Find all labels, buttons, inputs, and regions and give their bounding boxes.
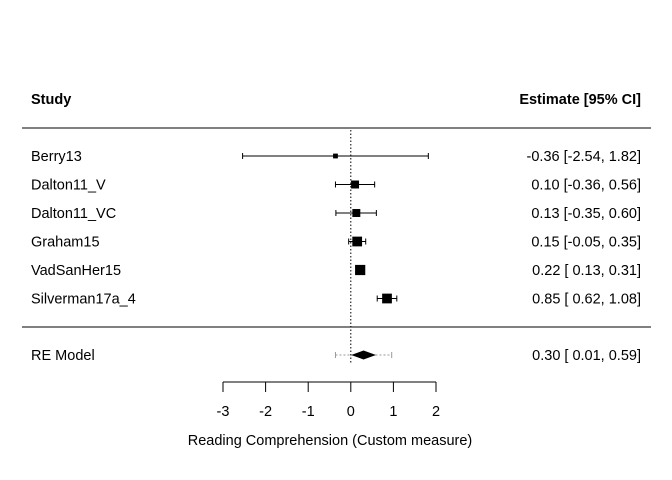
study-label: Silverman17a_4 — [31, 292, 136, 308]
x-tick-label: 2 — [432, 404, 440, 420]
estimate-text: 0.15 [-0.05, 0.35] — [531, 235, 641, 251]
point-estimate — [355, 264, 366, 276]
x-tick-label: -3 — [217, 404, 230, 420]
study-label: Dalton11_V — [31, 178, 106, 194]
study-row: Dalton11_V 0.10 [-0.36, 0.56] — [31, 178, 641, 194]
point-estimate — [382, 293, 392, 304]
estimate-text: 0.22 [ 0.13, 0.31] — [532, 263, 641, 279]
point-estimate — [352, 209, 361, 217]
estimate-text: 0.85 [ 0.62, 1.08] — [532, 292, 641, 308]
point-estimate — [351, 180, 360, 189]
x-axis-label: Reading Comprehension (Custom measure) — [188, 433, 473, 449]
x-tick-label: 1 — [389, 404, 397, 420]
x-tick-label: 0 — [347, 404, 355, 420]
plot-marks: Berry13 -0.36 [-2.54, 1.82] Dalton11_V 0.10… — [31, 130, 641, 364]
point-estimate — [352, 236, 363, 247]
summary-row: RE Model 0.30 [ 0.01, 0.59] — [31, 348, 641, 364]
study-label: Berry13 — [31, 149, 82, 165]
summary-label: RE Model — [31, 348, 95, 364]
x-tick-label: -1 — [302, 404, 315, 420]
study-row: Graham15 0.15 [-0.05, 0.35] — [31, 235, 641, 251]
study-row: Dalton11_VC 0.13 [-0.35, 0.60] — [31, 206, 641, 222]
study-header: Study — [31, 92, 71, 108]
study-row: Silverman17a_4 0.85 [ 0.62, 1.08] — [31, 292, 641, 308]
estimate-text: 0.13 [-0.35, 0.60] — [531, 206, 641, 222]
x-tick-label: -2 — [259, 404, 272, 420]
summary-diamond — [351, 350, 376, 360]
x-axis: -3 -2 -1 0 1 2 — [217, 381, 440, 420]
study-row: VadSanHer15 0.22 [ 0.13, 0.31] — [31, 263, 641, 279]
estimate-text: -0.36 [-2.54, 1.82] — [527, 149, 641, 165]
study-label: Dalton11_VC — [31, 206, 116, 222]
estimate-text: 0.10 [-0.36, 0.56] — [531, 178, 641, 194]
estimate-header: Estimate [95% CI] — [519, 92, 641, 108]
study-label: VadSanHer15 — [31, 263, 121, 279]
study-label: Graham15 — [31, 235, 100, 251]
point-estimate — [333, 153, 338, 159]
study-row: Berry13 -0.36 [-2.54, 1.82] — [31, 149, 641, 165]
summary-estimate-text: 0.30 [ 0.01, 0.59] — [532, 348, 641, 364]
